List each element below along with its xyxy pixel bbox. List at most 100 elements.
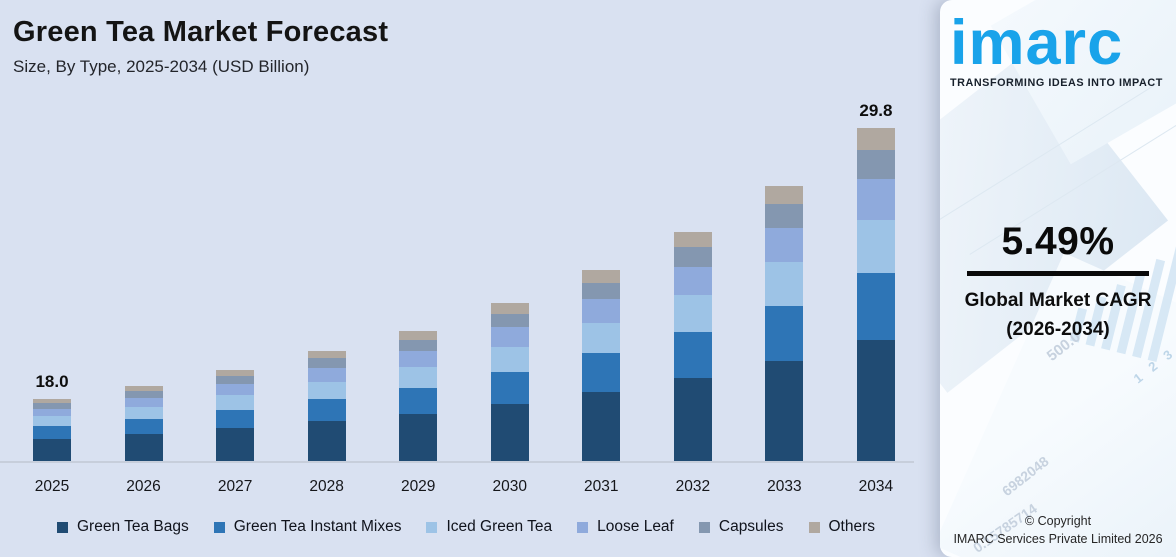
- bar-segment-loose-leaf: [673, 267, 712, 296]
- bar-segment-green-tea-bags: [765, 361, 804, 462]
- bar-segment-loose-leaf: [765, 228, 804, 262]
- bar-segment-capsules: [856, 150, 895, 180]
- bar-total-label: 29.8: [859, 101, 893, 120]
- bar-segment-others: [33, 399, 71, 404]
- bar-segment-loose-leaf: [124, 397, 163, 407]
- copyright-line1: © Copyright: [1024, 513, 1092, 528]
- bar-segment-green-tea-bags: [307, 421, 346, 462]
- x-axis-label: 2032: [675, 478, 711, 495]
- bar-segment-iced-green-tea: [33, 416, 71, 427]
- bar-segment-capsules: [765, 204, 804, 229]
- copyright-line2: IMARC Services Private Limited 2026: [953, 531, 1163, 546]
- bar-segment-green-tea-instant-mixes: [216, 410, 255, 429]
- bar-segment-loose-leaf: [307, 367, 346, 382]
- legend-item-capsules: Capsules: [698, 518, 784, 536]
- cagr-label-line2: (2026-2034): [1006, 319, 1110, 341]
- x-axis-label: 2027: [217, 478, 253, 495]
- bar-segment-green-tea-bags: [124, 434, 163, 462]
- bar-segment-green-tea-bags: [856, 340, 895, 462]
- copyright: © Copyright IMARC Services Private Limit…: [940, 512, 1176, 548]
- bar-segment-capsules: [307, 358, 346, 368]
- x-axis-label: 2025: [34, 478, 70, 495]
- bar-segment-others: [765, 186, 804, 205]
- bar-segment-loose-leaf: [216, 384, 255, 396]
- bar-segment-others: [124, 386, 163, 392]
- bar-segment-capsules: [216, 376, 255, 385]
- bar-2033: 2033: [765, 186, 804, 495]
- bar-segment-iced-green-tea: [673, 295, 712, 333]
- bar-segment-green-tea-instant-mixes: [124, 419, 163, 435]
- bar-segment-capsules: [124, 391, 163, 398]
- imarc-logo: imarc TRANSFORMING IDEAS INTO IMPACT: [940, 4, 1176, 89]
- legend: Green Tea Bags Green Tea Instant Mixes Ice…: [57, 518, 875, 536]
- bar-segment-others: [856, 128, 895, 151]
- bars-row: 18.0 2025 2026 2027 2028 2029 2030 2031 2032 2033…: [33, 101, 895, 495]
- legend-swatch: [808, 521, 820, 533]
- bar-segment-green-tea-bags: [33, 438, 71, 462]
- bar-segment-iced-green-tea: [216, 395, 255, 410]
- bar-segment-green-tea-instant-mixes: [582, 353, 621, 392]
- bar-2028: 2028: [307, 351, 346, 495]
- legend-swatch: [57, 521, 68, 533]
- bar-total-label: 18.0: [35, 372, 69, 391]
- imarc-logo-tagline: TRANSFORMING IDEAS INTO IMPACT: [950, 76, 1163, 89]
- legend-label: Loose Leaf: [597, 518, 674, 535]
- x-axis-label: 2034: [858, 478, 894, 495]
- legend-swatch: [213, 521, 225, 533]
- legend-label: Green Tea Instant Mixes: [233, 518, 402, 535]
- legend-item-iced-green-tea: Iced Green Tea: [426, 518, 552, 536]
- brand-panel: 500.0 1 2 3 4 6982048 0.15785714 imarc T…: [940, 0, 1176, 557]
- bar-segment-green-tea-instant-mixes: [765, 306, 804, 362]
- bar-segment-others: [490, 303, 529, 314]
- bar-segment-others: [582, 270, 621, 283]
- bar-segment-green-tea-bags: [490, 403, 529, 462]
- bar-2029: 2029: [399, 331, 438, 495]
- bar-segment-green-tea-instant-mixes: [490, 372, 529, 404]
- bar-segment-others: [673, 232, 712, 248]
- bar-segment-capsules: [33, 403, 71, 409]
- legend-label: Green Tea Bags: [77, 518, 189, 535]
- bar-segment-loose-leaf: [582, 299, 621, 323]
- legend-label: Capsules: [718, 518, 784, 535]
- decor-line: [940, 81, 1161, 220]
- chart-header: Green Tea Market Forecast Size, By Type,…: [13, 15, 388, 77]
- bar-segment-green-tea-instant-mixes: [856, 273, 895, 341]
- bar-segment-iced-green-tea: [124, 406, 163, 420]
- bar-segment-green-tea-bags: [216, 428, 255, 462]
- x-axis-line: [0, 461, 914, 463]
- bar-segment-others: [216, 370, 255, 377]
- bar-segment-loose-leaf: [856, 179, 895, 220]
- bar-2027: 2027: [216, 370, 255, 495]
- legend-item-green-tea-instant-mixes: Green Tea Instant Mixes: [213, 518, 402, 536]
- page-subtitle: Size, By Type, 2025-2034 (USD Billion): [13, 56, 310, 76]
- bar-segment-capsules: [490, 313, 529, 328]
- imarc-logo-text: imarc: [950, 8, 1124, 78]
- x-axis-label: 2028: [309, 478, 344, 495]
- bar-segment-green-tea-bags: [673, 378, 712, 462]
- x-axis-label: 2033: [767, 478, 802, 495]
- bar-segment-iced-green-tea: [856, 219, 895, 274]
- x-axis-label: 2026: [126, 478, 161, 495]
- bar-segment-loose-leaf: [399, 351, 438, 367]
- bar-2026: 2026: [124, 386, 163, 495]
- bar-2030: 2030: [490, 303, 529, 495]
- bar-2025: 18.0 2025: [33, 372, 71, 495]
- legend-swatch: [577, 521, 589, 533]
- legend-swatch: [698, 521, 710, 533]
- bar-segment-others: [399, 331, 438, 340]
- bar-segment-capsules: [673, 247, 712, 268]
- chart-panel: Green Tea Market Forecast Size, By Type,…: [0, 15, 914, 536]
- bar-segment-green-tea-instant-mixes: [307, 399, 346, 422]
- x-axis-label: 2031: [584, 478, 619, 495]
- page-title: Green Tea Market Forecast: [13, 16, 389, 48]
- legend-item-loose-leaf: Loose Leaf: [577, 518, 674, 536]
- cagr-divider: [967, 271, 1149, 276]
- legend-item-others: Others: [808, 518, 876, 536]
- cagr-value: 5.49%: [1001, 220, 1115, 263]
- legend-label: Iced Green Tea: [446, 518, 553, 535]
- bar-segment-loose-leaf: [490, 327, 529, 347]
- legend-label: Others: [828, 518, 876, 535]
- bar-segment-others: [307, 351, 346, 359]
- bar-segment-iced-green-tea: [307, 381, 346, 400]
- bar-segment-green-tea-instant-mixes: [399, 387, 438, 415]
